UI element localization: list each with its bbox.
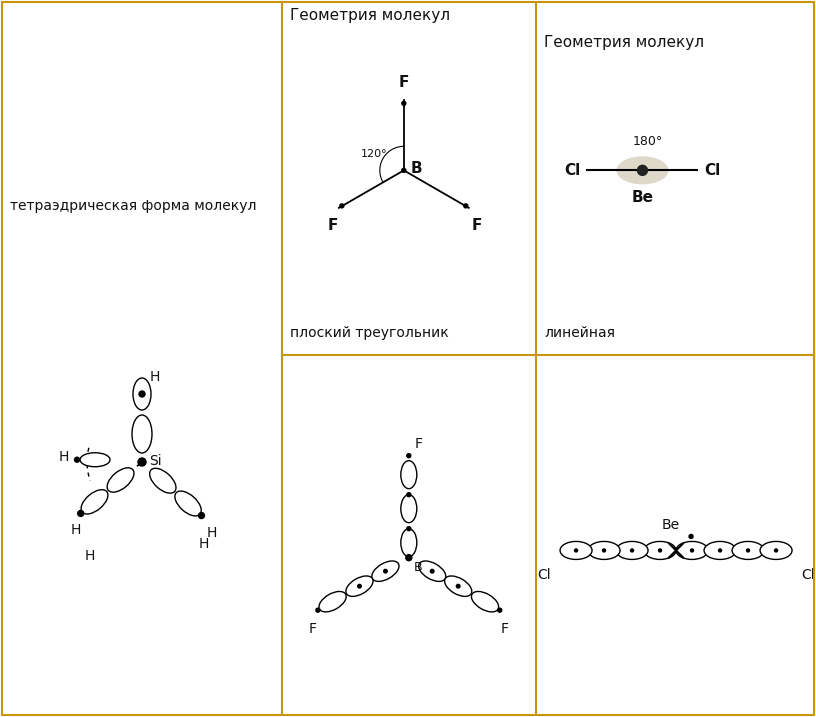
Ellipse shape — [319, 592, 346, 612]
Text: 120°: 120° — [361, 149, 387, 159]
Text: F: F — [309, 622, 317, 636]
Ellipse shape — [80, 452, 110, 467]
Ellipse shape — [401, 528, 417, 556]
Circle shape — [401, 101, 406, 105]
Text: H: H — [70, 523, 81, 538]
Circle shape — [357, 584, 361, 588]
Ellipse shape — [676, 541, 708, 559]
Ellipse shape — [732, 541, 764, 559]
Text: Геометрия молекул: Геометрия молекул — [290, 8, 450, 23]
Circle shape — [74, 457, 79, 462]
Text: F: F — [399, 75, 409, 90]
Circle shape — [498, 608, 502, 612]
Circle shape — [602, 549, 605, 552]
Circle shape — [140, 392, 144, 396]
Circle shape — [430, 569, 434, 573]
Circle shape — [316, 608, 320, 612]
Circle shape — [407, 493, 410, 497]
Text: F: F — [501, 622, 508, 636]
Circle shape — [139, 391, 145, 397]
Text: B: B — [414, 561, 423, 574]
Circle shape — [690, 549, 694, 552]
Circle shape — [406, 555, 412, 561]
Circle shape — [401, 168, 406, 172]
Text: Si: Si — [149, 454, 162, 468]
Text: плоский треугольник: плоский треугольник — [290, 326, 448, 340]
Ellipse shape — [704, 541, 736, 559]
Text: H: H — [59, 450, 69, 464]
Ellipse shape — [616, 156, 668, 184]
Circle shape — [659, 549, 662, 552]
Text: тетраэдрическая форма молекул: тетраэдрическая форма молекул — [10, 199, 256, 213]
Ellipse shape — [81, 490, 108, 514]
Ellipse shape — [133, 378, 151, 410]
Text: F: F — [328, 218, 338, 233]
Ellipse shape — [401, 495, 417, 523]
Ellipse shape — [616, 541, 648, 559]
Text: H: H — [199, 537, 209, 551]
Text: Cl: Cl — [801, 569, 815, 582]
Text: H: H — [85, 549, 95, 563]
Circle shape — [198, 513, 205, 518]
Circle shape — [340, 204, 344, 208]
Ellipse shape — [760, 541, 792, 559]
Ellipse shape — [107, 467, 134, 492]
Text: B: B — [410, 161, 423, 176]
Ellipse shape — [419, 561, 446, 581]
Circle shape — [631, 549, 633, 552]
Ellipse shape — [445, 576, 472, 597]
Ellipse shape — [472, 592, 499, 612]
Circle shape — [407, 454, 410, 457]
Circle shape — [574, 549, 578, 552]
Text: Cl: Cl — [704, 163, 721, 178]
Circle shape — [689, 534, 693, 538]
Circle shape — [463, 204, 468, 208]
Ellipse shape — [588, 541, 620, 559]
Text: F: F — [415, 437, 423, 451]
Text: H: H — [150, 370, 161, 384]
Ellipse shape — [372, 561, 399, 581]
Circle shape — [407, 527, 410, 531]
Circle shape — [138, 458, 146, 466]
Ellipse shape — [132, 415, 152, 453]
Circle shape — [199, 513, 203, 518]
Circle shape — [78, 511, 84, 516]
Text: 180°: 180° — [632, 136, 663, 148]
Circle shape — [719, 549, 721, 552]
Circle shape — [456, 584, 460, 588]
Circle shape — [78, 511, 82, 516]
Text: F: F — [472, 218, 482, 233]
Ellipse shape — [644, 541, 676, 559]
Circle shape — [384, 569, 388, 573]
Text: H: H — [206, 526, 217, 539]
Circle shape — [637, 166, 647, 176]
Text: Be: Be — [662, 518, 680, 533]
Text: Cl: Cl — [537, 569, 551, 582]
Ellipse shape — [401, 461, 417, 489]
Text: линейная: линейная — [544, 326, 615, 340]
Text: Геометрия молекул: Геометрия молекул — [544, 35, 704, 50]
Ellipse shape — [346, 576, 373, 597]
Ellipse shape — [149, 468, 176, 493]
Ellipse shape — [175, 491, 202, 516]
Circle shape — [774, 549, 778, 552]
Circle shape — [747, 549, 750, 552]
Text: Cl: Cl — [564, 163, 580, 178]
Text: Be: Be — [632, 190, 654, 205]
Ellipse shape — [560, 541, 592, 559]
